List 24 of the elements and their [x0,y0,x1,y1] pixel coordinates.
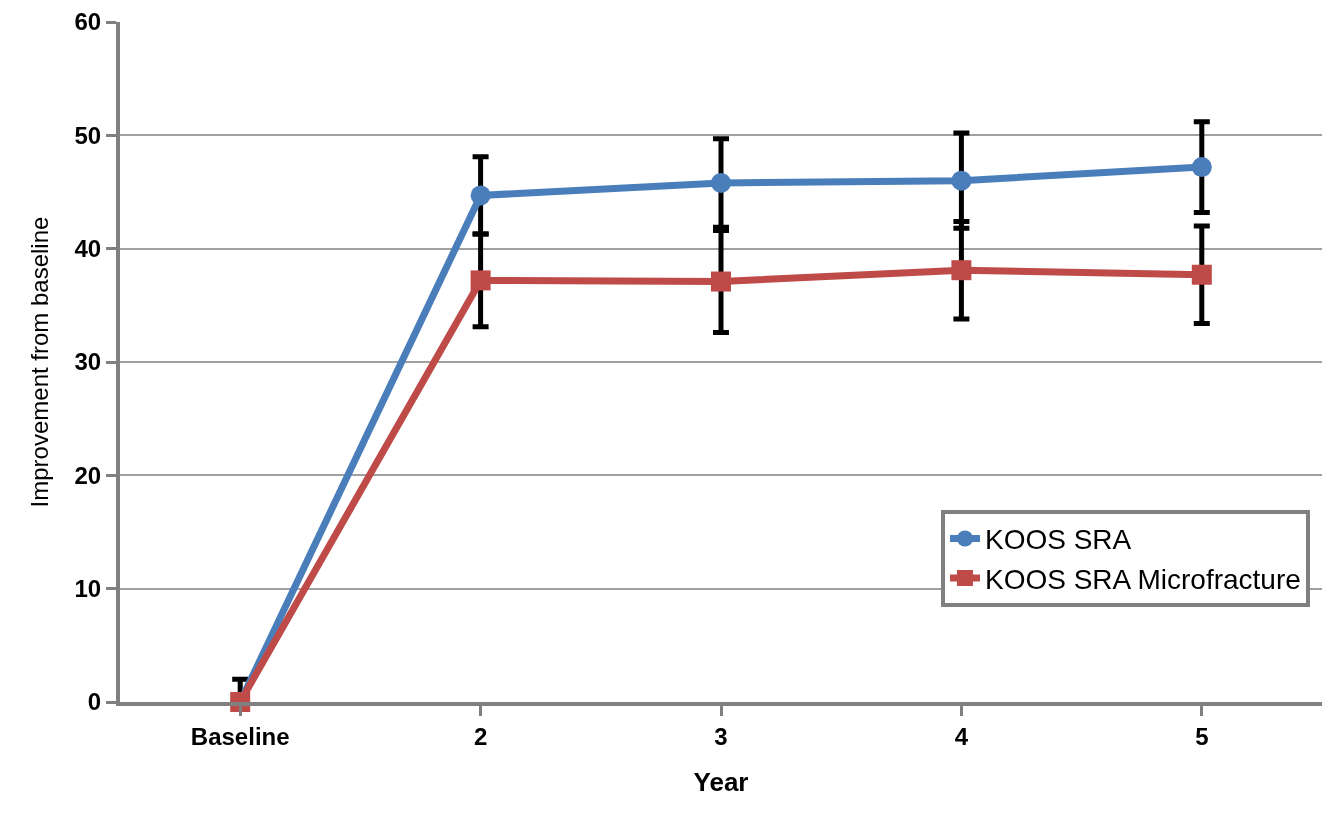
x-tick-label: Baseline [190,722,290,750]
y-tick-label: 50 [74,121,102,149]
point [470,185,491,206]
point [1191,157,1212,178]
y-axis-title: Improvement from baseline [26,216,54,508]
y-tick-label: 20 [74,461,102,489]
point [951,260,972,281]
point [711,172,731,193]
x-axis-title: Year [693,767,749,797]
point [951,170,972,191]
x-tick-label: 2 [473,722,488,750]
legend-label: KOOS SRA Microfracture [984,563,1301,595]
y-tick-label: 0 [87,688,102,716]
x-tick-label: 3 [714,722,728,750]
point [711,271,731,292]
legend-label: KOOS SRA [984,524,1132,556]
point [470,270,491,291]
y-tick-label: 40 [74,235,102,263]
x-tick-label: 5 [1195,722,1209,750]
y-tick-label: 30 [74,348,102,376]
x-tick-label: 4 [954,722,969,750]
point [1191,264,1212,285]
y-tick-label: 10 [74,575,102,603]
y-tick-label: 60 [74,8,102,36]
